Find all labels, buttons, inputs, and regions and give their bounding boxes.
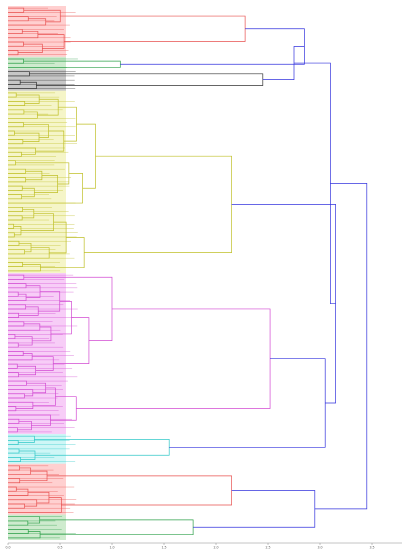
cluster-3-link (8, 194, 22, 200)
cluster-6-link (27, 491, 50, 504)
x-axis-ticks: 0.0 0.5 1.0 1.5 2.0 2.5 3.0 3.5 (5, 543, 375, 550)
cluster-4-link (8, 353, 33, 361)
cluster-3-link (8, 173, 83, 204)
dendrogram-links (8, 7, 368, 539)
cluster-3-link (40, 237, 85, 269)
x-tick-label: 2.0 (213, 546, 218, 550)
cluster-1-link (8, 58, 24, 64)
cluster-2-link (8, 71, 30, 77)
cluster-3-link (18, 242, 32, 253)
cluster-0-link (8, 41, 24, 47)
cluster-7-link (8, 520, 29, 526)
cluster-5-link (8, 440, 19, 445)
cluster-0-link (8, 7, 25, 13)
cluster-4-link (8, 342, 19, 348)
cluster-0-link (8, 18, 47, 26)
cluster-4-link (8, 389, 34, 397)
cluster-3-link (35, 130, 65, 152)
cluster-0-link (37, 34, 65, 49)
x-tick-label: 0.0 (5, 546, 10, 550)
cluster-0-link (8, 28, 23, 34)
cluster-7-leaf-band (8, 514, 66, 540)
cluster-4-link (8, 291, 19, 297)
cluster-4-link (8, 372, 19, 378)
x-tick-label: 3.0 (317, 546, 322, 550)
cluster-5-link (8, 457, 21, 462)
cluster-6-link (8, 467, 32, 475)
cluster-3-link (8, 139, 24, 145)
cluster-4-link (8, 418, 20, 424)
cluster-4-link (8, 380, 27, 386)
cluster-3-link (16, 94, 40, 104)
cluster-3-link (22, 209, 35, 219)
x-tick-label: 1.5 (161, 546, 166, 550)
cluster-4-link (8, 293, 27, 301)
cluster-4-leaf-band (8, 273, 66, 435)
x-tick-label: 0.5 (57, 546, 62, 550)
x-tick-label: 1.0 (109, 546, 114, 550)
cluster-0-link (8, 50, 19, 56)
cluster-2-link (8, 81, 37, 89)
x-tick-label: 2.5 (265, 546, 270, 550)
cluster-4-link (38, 291, 61, 312)
cluster-6-link (8, 488, 29, 496)
cluster-6-link (8, 486, 17, 492)
cluster-3-link (8, 160, 16, 166)
cluster-7-link (8, 531, 41, 539)
root-link-6 (314, 183, 368, 510)
cluster-4-link (8, 393, 25, 399)
cluster-4-link (8, 304, 27, 310)
cluster-4-link (8, 312, 19, 318)
cluster-3-link (8, 109, 25, 115)
cluster-4-link (32, 387, 56, 406)
x-tick-label: 3.5 (369, 546, 374, 550)
cluster-5-link (8, 435, 35, 443)
cluster-3-link (8, 223, 15, 229)
cluster-6-link (19, 470, 48, 482)
cluster-4-link (23, 276, 113, 341)
leaf-color-bands (8, 6, 66, 540)
cluster-3-link (8, 240, 20, 246)
cluster-3-link (34, 175, 58, 193)
cluster-3-link (8, 130, 15, 136)
cluster-4-link (8, 406, 17, 412)
cluster-4-link (18, 306, 39, 316)
cluster-6-link (8, 499, 38, 507)
cluster-3-link (8, 249, 25, 255)
